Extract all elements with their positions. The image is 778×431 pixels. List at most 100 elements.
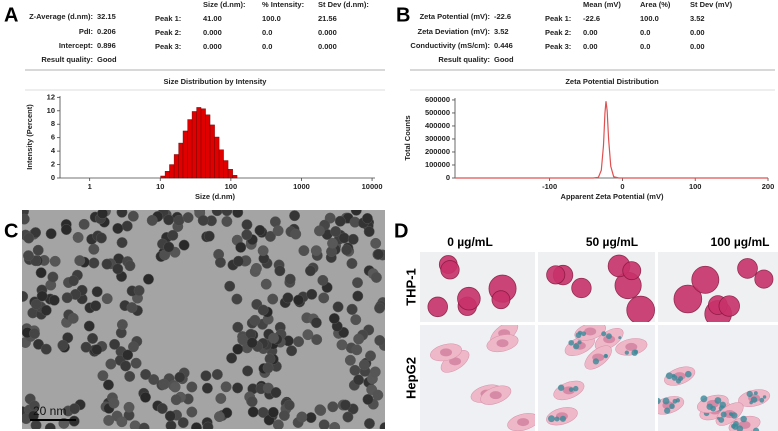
histogram-bar — [218, 149, 224, 179]
iron-stain — [557, 384, 565, 391]
hepg2-cells — [546, 325, 648, 426]
cell: 0.0 — [262, 42, 272, 51]
nanoparticle — [267, 293, 279, 305]
nanoparticle — [178, 239, 190, 251]
nanoparticle — [262, 362, 274, 374]
histogram-bar — [160, 175, 166, 179]
y-tick-label: 4 — [51, 146, 56, 155]
nanoparticle — [221, 216, 233, 227]
nanoparticle — [108, 397, 120, 409]
hepg2-cells — [430, 325, 535, 431]
column-header: Area (%) — [640, 0, 671, 9]
nanoparticle — [112, 263, 124, 275]
cell: 21.56 — [318, 14, 337, 23]
iron-stain — [618, 336, 622, 340]
y-axis-label: Intensity (Percent) — [25, 104, 34, 170]
nanoparticle — [101, 258, 113, 270]
nanoparticle — [68, 415, 80, 427]
nucleus — [625, 342, 638, 351]
nanoparticle — [352, 277, 363, 289]
nanoparticle — [249, 314, 261, 326]
x-axis-label: Apparent Zeta Potential (mV) — [561, 192, 664, 201]
nanoparticle — [327, 401, 339, 413]
summary-value: 0.206 — [97, 27, 116, 36]
cell: 3.52 — [690, 14, 705, 23]
nanoparticle — [97, 210, 108, 219]
cell — [754, 269, 774, 289]
nanoparticle — [186, 381, 198, 393]
cell: 0.0 — [640, 28, 650, 37]
nanoparticle — [272, 225, 284, 237]
nucleus — [517, 418, 530, 427]
x-tick-label: -100 — [542, 182, 557, 191]
nucleus — [449, 357, 462, 366]
nanoparticle — [112, 223, 124, 234]
nanoparticle — [44, 422, 56, 429]
nanoparticle — [293, 294, 305, 306]
x-tick-label: 10 — [156, 182, 164, 191]
nanoparticle — [78, 218, 90, 230]
nanoparticle — [351, 344, 363, 356]
nanoparticle — [363, 226, 375, 237]
nanoparticle — [286, 345, 298, 357]
nanoparticle — [22, 290, 29, 302]
iron-stain — [685, 370, 692, 378]
column-label: 100 µg/mL — [711, 235, 770, 249]
summary-value: Good — [494, 55, 514, 64]
nanoparticle — [282, 292, 294, 304]
nanoparticle — [174, 371, 186, 383]
nanoparticle — [318, 419, 330, 429]
iron-stain — [575, 332, 582, 339]
nanoparticle — [241, 229, 253, 241]
nanoparticle — [328, 313, 340, 324]
y-tick-label: 2 — [51, 160, 55, 169]
nanoparticle — [36, 290, 48, 302]
nanoparticle — [211, 369, 223, 380]
iron-stain — [568, 339, 575, 346]
nanoparticle — [32, 244, 44, 256]
cell: -22.6 — [583, 14, 600, 23]
nucleus — [496, 339, 509, 348]
nanoparticle — [379, 422, 385, 429]
cell — [691, 265, 720, 294]
nanoparticle — [182, 212, 194, 223]
row-label: Peak 3: — [545, 42, 571, 51]
nanoparticle — [170, 394, 182, 406]
iron-stain — [592, 358, 600, 365]
nanoparticle — [374, 302, 385, 314]
nanoparticle — [203, 230, 215, 242]
nanoparticle — [246, 396, 258, 407]
cell: 0.000 — [203, 28, 222, 37]
nanoparticle — [232, 382, 244, 394]
nanoparticle — [237, 334, 249, 346]
histogram-bar — [187, 119, 193, 179]
iron-stain — [759, 397, 765, 403]
column-label: 50 µg/mL — [586, 235, 638, 249]
nanoparticle — [344, 354, 356, 366]
nanoparticle — [30, 298, 42, 310]
nanoparticle — [353, 333, 365, 345]
iron-stain — [559, 415, 567, 422]
nanoparticle — [177, 417, 189, 429]
nanoparticle — [49, 255, 61, 267]
cell — [457, 286, 481, 311]
nanoparticle — [370, 237, 382, 249]
nanoparticle — [163, 241, 175, 253]
panel-label: A — [4, 4, 18, 26]
iron-stain — [720, 411, 727, 418]
nanoparticle — [318, 292, 330, 304]
x-tick-label: 1000 — [293, 182, 310, 191]
histogram-bar — [227, 169, 233, 179]
nanoparticle — [373, 248, 384, 260]
y-tick-label: 10 — [47, 106, 55, 115]
cell: 0.0 — [640, 42, 650, 51]
nanoparticle — [350, 210, 362, 216]
nanoparticle — [67, 275, 79, 287]
y-tick-label: 300000 — [425, 134, 450, 143]
iron-stain — [573, 385, 579, 392]
cell: 0.00 — [690, 28, 705, 37]
nanoparticle — [123, 401, 135, 413]
nanoparticle — [336, 339, 348, 351]
nanoparticle — [124, 370, 136, 382]
nanoparticles — [22, 210, 385, 429]
